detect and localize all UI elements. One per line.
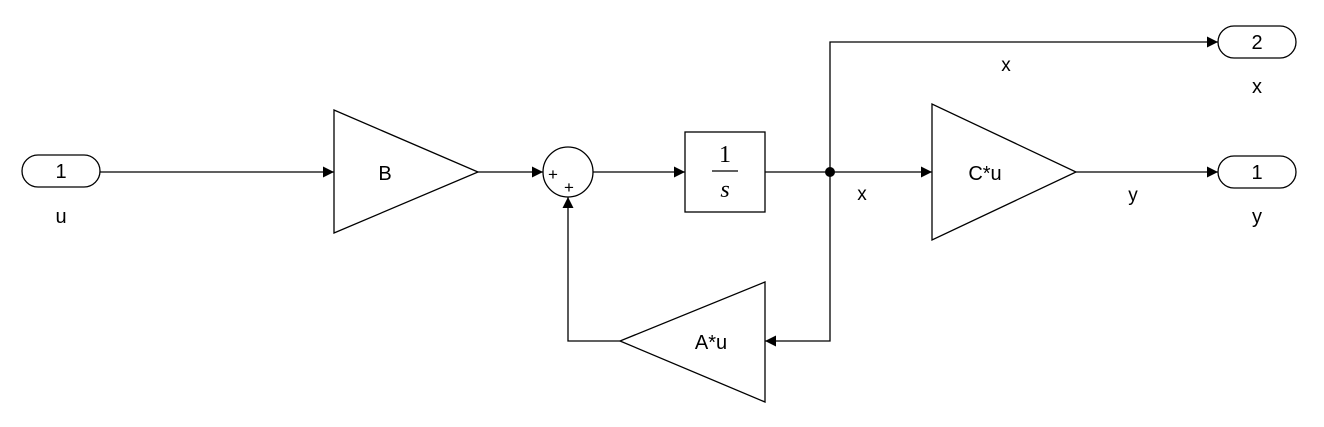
- gain-c-block[interactable]: C*u: [931, 102, 1078, 242]
- gain-a-shape[interactable]: [618, 281, 766, 403]
- gain-a-block[interactable]: A*u: [618, 281, 766, 403]
- inport-name: u: [55, 206, 66, 228]
- sum-block[interactable]: + +: [542, 146, 594, 198]
- gain-c-label: C*u: [968, 163, 1001, 185]
- signal-label-x-top: x: [1001, 55, 1011, 76]
- inport-shape[interactable]: [21, 154, 101, 188]
- integrator-block[interactable]: 1 s: [684, 131, 766, 213]
- signal-ax-line[interactable]: [562, 197, 620, 342]
- signal-label-y: y: [1128, 185, 1138, 206]
- gain-b-shape[interactable]: [333, 109, 480, 234]
- sum-sign-2: +: [564, 178, 574, 197]
- outport-y[interactable]: 1 y: [1217, 155, 1297, 228]
- signal-x-to-a-line[interactable]: [765, 172, 831, 347]
- outport-y-shape[interactable]: [1217, 155, 1297, 189]
- inport-number: 1: [55, 161, 66, 183]
- integrator-numerator: 1: [719, 142, 731, 168]
- gain-c-shape[interactable]: [931, 102, 1078, 242]
- gain-b-block[interactable]: B: [333, 109, 480, 234]
- outport-x[interactable]: 2 x: [1217, 25, 1297, 98]
- signal-label-x-main: x: [857, 184, 867, 205]
- integrator-denominator: s: [720, 177, 729, 203]
- inport-u[interactable]: 1 u: [21, 154, 101, 228]
- sum-sign-1: +: [548, 165, 558, 184]
- outport-x-shape[interactable]: [1217, 25, 1297, 59]
- outport-x-name: x: [1252, 76, 1262, 98]
- signal-x-to-out2-line[interactable]: [829, 36, 1218, 172]
- outport-y-number: 1: [1251, 162, 1262, 184]
- gain-a-label: A*u: [695, 332, 727, 354]
- gain-b-label: B: [378, 163, 391, 185]
- outport-y-name: y: [1252, 206, 1262, 228]
- outport-x-number: 2: [1251, 32, 1262, 54]
